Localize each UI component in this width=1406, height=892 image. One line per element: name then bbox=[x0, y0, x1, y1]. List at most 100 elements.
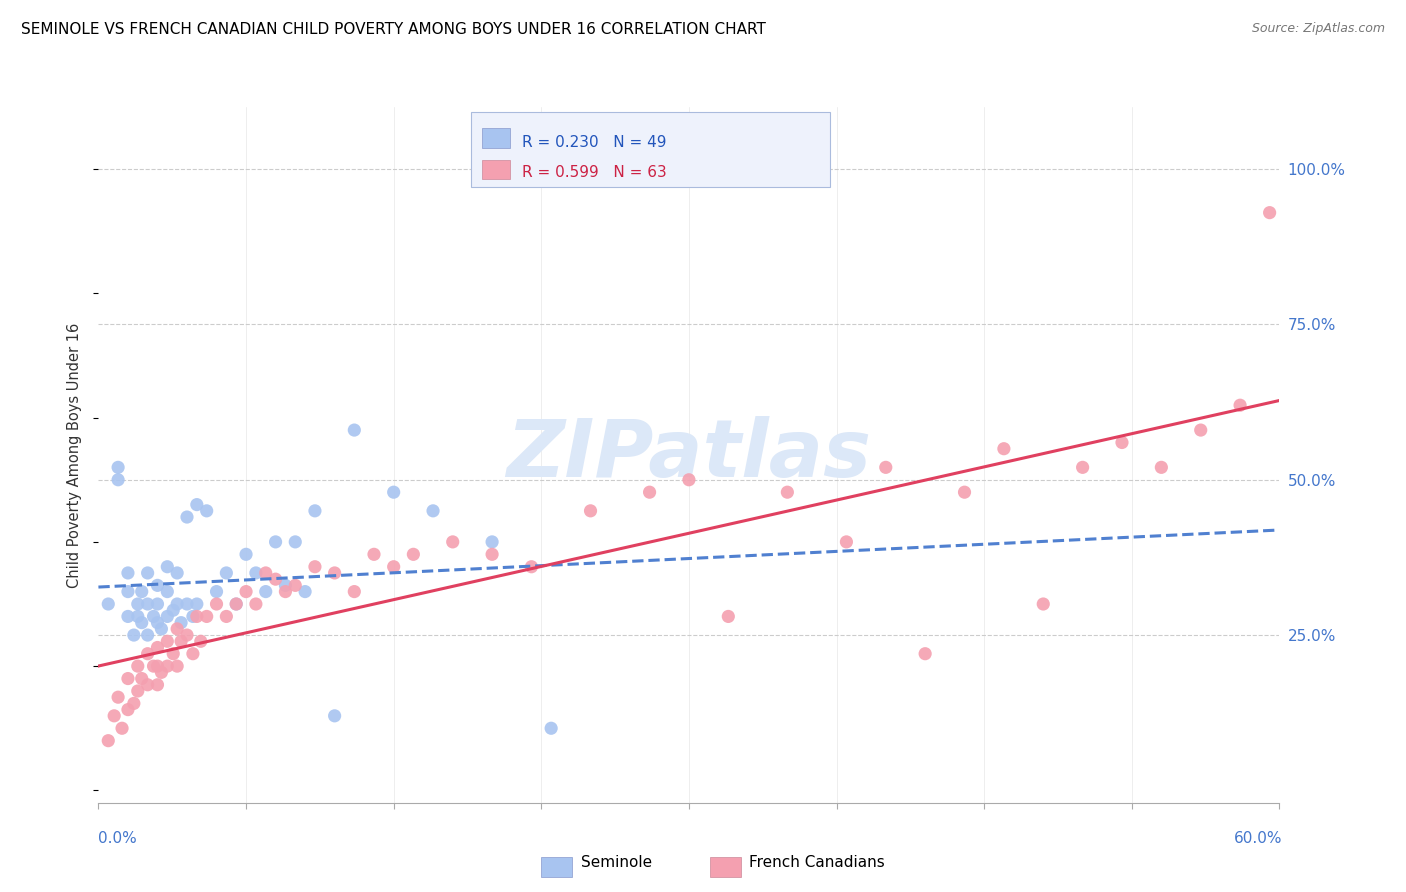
Point bbox=[205, 597, 228, 611]
Point bbox=[127, 597, 149, 611]
Point bbox=[274, 578, 297, 592]
Text: French Canadians: French Canadians bbox=[749, 855, 886, 870]
Text: SEMINOLE VS FRENCH CANADIAN CHILD POVERTY AMONG BOYS UNDER 16 CORRELATION CHART: SEMINOLE VS FRENCH CANADIAN CHILD POVERT… bbox=[21, 22, 766, 37]
Point bbox=[136, 597, 159, 611]
Point bbox=[225, 597, 247, 611]
Point bbox=[166, 597, 188, 611]
Point bbox=[481, 547, 503, 561]
Point bbox=[215, 566, 238, 580]
Text: ZIPatlas: ZIPatlas bbox=[506, 416, 872, 494]
Point bbox=[176, 510, 198, 524]
Point bbox=[142, 609, 165, 624]
Point bbox=[343, 584, 366, 599]
Point bbox=[776, 485, 799, 500]
Point bbox=[195, 609, 218, 624]
Point bbox=[131, 672, 153, 686]
Point bbox=[156, 559, 179, 574]
Point bbox=[678, 473, 700, 487]
Point bbox=[343, 423, 366, 437]
Point bbox=[166, 566, 188, 580]
Point bbox=[170, 615, 193, 630]
Point bbox=[176, 597, 198, 611]
Point bbox=[245, 597, 267, 611]
Point bbox=[481, 534, 503, 549]
Point bbox=[1111, 435, 1133, 450]
Point bbox=[382, 559, 405, 574]
Point bbox=[186, 597, 208, 611]
Y-axis label: Child Poverty Among Boys Under 16: Child Poverty Among Boys Under 16 bbox=[67, 322, 83, 588]
Point bbox=[993, 442, 1015, 456]
Point bbox=[1258, 205, 1281, 219]
Point bbox=[235, 547, 257, 561]
Point bbox=[235, 584, 257, 599]
Point bbox=[181, 609, 204, 624]
Point bbox=[146, 659, 169, 673]
Point bbox=[156, 609, 179, 624]
Point bbox=[441, 534, 464, 549]
Point bbox=[953, 485, 976, 500]
Point bbox=[363, 547, 385, 561]
Point bbox=[150, 622, 173, 636]
Point bbox=[1189, 423, 1212, 437]
Point bbox=[254, 584, 277, 599]
Point bbox=[131, 584, 153, 599]
Point bbox=[117, 566, 139, 580]
Point bbox=[146, 615, 169, 630]
Point bbox=[156, 634, 179, 648]
Point bbox=[304, 504, 326, 518]
Point bbox=[162, 647, 184, 661]
Point bbox=[264, 572, 287, 586]
Text: R = 0.230   N = 49: R = 0.230 N = 49 bbox=[522, 135, 666, 150]
Point bbox=[382, 485, 405, 500]
Point bbox=[1071, 460, 1094, 475]
Point bbox=[875, 460, 897, 475]
Point bbox=[540, 721, 562, 735]
Point bbox=[186, 609, 208, 624]
Point bbox=[835, 534, 858, 549]
Text: 0.0%: 0.0% bbox=[98, 831, 138, 847]
Point bbox=[146, 597, 169, 611]
Point bbox=[264, 534, 287, 549]
Point bbox=[166, 659, 188, 673]
Point bbox=[284, 534, 307, 549]
Text: Seminole: Seminole bbox=[581, 855, 652, 870]
Point bbox=[111, 721, 134, 735]
Text: 60.0%: 60.0% bbox=[1234, 831, 1282, 847]
Point bbox=[914, 647, 936, 661]
Point bbox=[117, 584, 139, 599]
Point bbox=[245, 566, 267, 580]
Point bbox=[142, 659, 165, 673]
Point bbox=[103, 708, 125, 723]
Point bbox=[136, 628, 159, 642]
Point bbox=[176, 628, 198, 642]
Point bbox=[1150, 460, 1173, 475]
Point bbox=[323, 566, 346, 580]
Point bbox=[284, 578, 307, 592]
Point bbox=[150, 665, 173, 680]
Point bbox=[146, 678, 169, 692]
Point bbox=[181, 647, 204, 661]
Point bbox=[294, 584, 316, 599]
Point bbox=[122, 697, 145, 711]
Point bbox=[107, 690, 129, 705]
Point bbox=[422, 504, 444, 518]
Point bbox=[122, 628, 145, 642]
Point bbox=[195, 504, 218, 518]
Point bbox=[1032, 597, 1054, 611]
Point bbox=[97, 597, 120, 611]
Point bbox=[215, 609, 238, 624]
Point bbox=[274, 584, 297, 599]
Point bbox=[205, 584, 228, 599]
Point bbox=[117, 609, 139, 624]
Point bbox=[638, 485, 661, 500]
Point bbox=[304, 559, 326, 574]
Point bbox=[1229, 398, 1251, 412]
Point bbox=[254, 566, 277, 580]
Point bbox=[186, 498, 208, 512]
Point bbox=[117, 703, 139, 717]
Text: Source: ZipAtlas.com: Source: ZipAtlas.com bbox=[1251, 22, 1385, 36]
Point bbox=[117, 672, 139, 686]
Text: R = 0.599   N = 63: R = 0.599 N = 63 bbox=[522, 165, 666, 180]
Point bbox=[146, 578, 169, 592]
Point bbox=[131, 615, 153, 630]
